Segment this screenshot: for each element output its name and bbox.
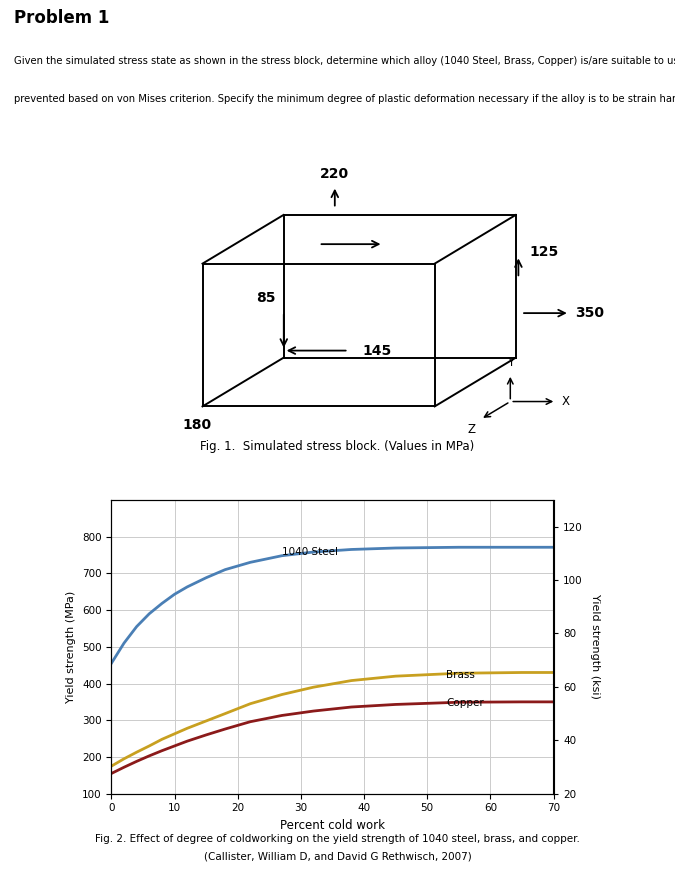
Text: 125: 125 xyxy=(529,246,558,260)
Text: Fig. 2. Effect of degree of coldworking on the yield strength of 1040 steel, bra: Fig. 2. Effect of degree of coldworking … xyxy=(95,834,580,844)
Text: Given the simulated stress state as shown in the stress block, determine which a: Given the simulated stress state as show… xyxy=(14,56,675,66)
Text: 180: 180 xyxy=(182,417,212,431)
Text: X: X xyxy=(562,395,570,408)
Text: Brass: Brass xyxy=(446,670,475,680)
Text: (Callister, William D, and David G Rethwisch, 2007): (Callister, William D, and David G Rethw… xyxy=(204,852,471,861)
Text: 85: 85 xyxy=(256,291,275,305)
Text: Copper: Copper xyxy=(446,697,484,708)
Text: 1040 Steel: 1040 Steel xyxy=(282,547,338,557)
Text: 145: 145 xyxy=(362,344,391,358)
Text: 350: 350 xyxy=(575,306,604,320)
Text: prevented based on von Mises criterion. Specify the minimum degree of plastic de: prevented based on von Mises criterion. … xyxy=(14,94,675,104)
X-axis label: Percent cold work: Percent cold work xyxy=(280,819,385,832)
Y-axis label: Yield strength (ksi): Yield strength (ksi) xyxy=(590,595,599,699)
Text: 220: 220 xyxy=(320,167,350,181)
Text: Fig. 1.  Simulated stress block. (Values in MPa): Fig. 1. Simulated stress block. (Values … xyxy=(200,440,475,453)
Text: Z: Z xyxy=(467,423,475,436)
Text: Y: Y xyxy=(507,356,514,369)
Y-axis label: Yield strength (MPa): Yield strength (MPa) xyxy=(66,591,76,702)
Text: Problem 1: Problem 1 xyxy=(14,9,109,27)
